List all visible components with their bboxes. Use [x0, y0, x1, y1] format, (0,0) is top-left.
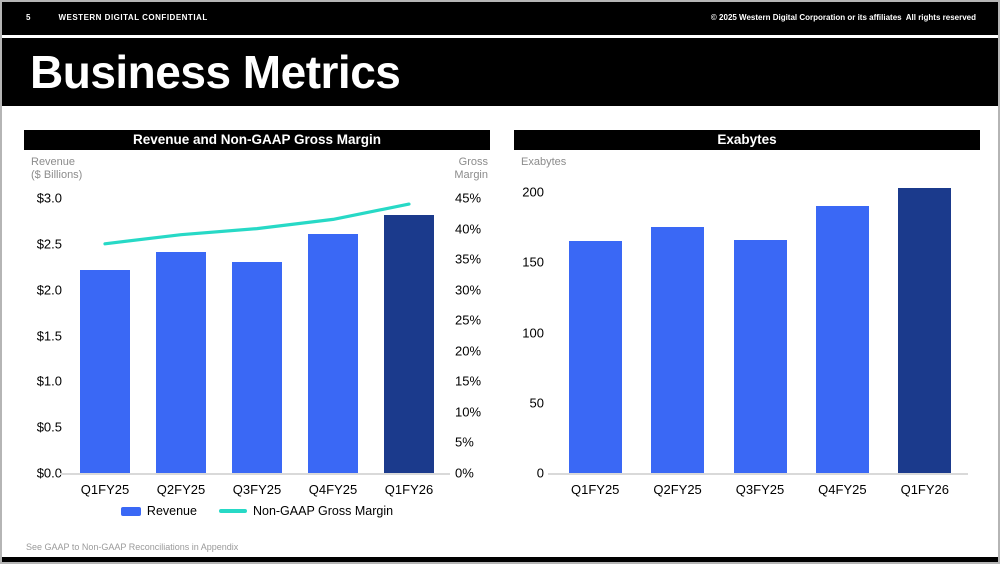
gaap-footnote: See GAAP to Non-GAAP Reconciliations in …	[26, 542, 239, 552]
exabytes-y-axis: 200 150 100 50 0	[514, 185, 544, 481]
axis-tick-label: $2.0	[36, 282, 62, 298]
x-axis-label: Q1FY26	[384, 482, 434, 497]
top-bar: 5 WESTERN DIGITAL CONFIDENTIAL © 2025 We…	[2, 2, 998, 35]
gross-margin-y-axis: 45% 40% 35% 30% 25% 20% 15% 10% 5% 0%	[455, 191, 490, 481]
gross-margin-line	[103, 202, 411, 246]
axis-tick-label: 150	[522, 254, 544, 270]
axis-tick-label: 0	[536, 465, 544, 481]
axis-tick-label: 40%	[455, 221, 482, 237]
bar	[568, 241, 622, 473]
axis-tick-label: 0%	[455, 465, 474, 481]
axis-tick-label: 35%	[455, 251, 482, 267]
axis-tick-label: 25%	[455, 312, 482, 328]
axis-tick-label: 5%	[455, 434, 474, 450]
axis-tick-label: 15%	[455, 373, 482, 389]
x-axis-label: Q1FY25	[80, 482, 130, 497]
legend-label: Non-GAAP Gross Margin	[252, 504, 394, 518]
revenue-x-axis: Q1FY25 Q2FY25 Q3FY25 Q4FY25 Q1FY26	[67, 482, 447, 498]
title-band: Business Metrics	[2, 38, 998, 106]
x-axis-label: Q4FY25	[818, 482, 867, 497]
legend-item: Revenue	[120, 504, 197, 518]
exabytes-axis-caption: Exabytes	[521, 156, 567, 168]
bar-highlight	[898, 187, 952, 473]
axis-tick-label: $0.5	[36, 419, 62, 435]
x-axis-label: Q1FY26	[900, 482, 949, 497]
exabytes-plot-area	[554, 187, 966, 473]
copyright-text: © 2025 Western Digital Corporation or it…	[710, 13, 976, 22]
revenue-margin-chart: Revenue and Non-GAAP Gross Margin Revenu…	[24, 130, 490, 530]
axis-tick-label: $2.5	[36, 236, 62, 252]
bar	[232, 262, 282, 473]
x-axis-line	[548, 473, 968, 475]
exabytes-chart: Exabytes Exabytes 200 150 100 50 0 Q1FY25 Q2F…	[514, 130, 980, 530]
x-axis-label: Q1FY25	[570, 482, 620, 497]
chart-legend: Revenue Non-GAAP Gross Margin	[24, 504, 490, 518]
chart-title-exabytes: Exabytes	[514, 130, 980, 150]
axis-tick-label: 10%	[455, 404, 482, 420]
bar	[733, 239, 787, 473]
axis-tick-label: 200	[522, 184, 544, 200]
axis-tick-label: 50	[529, 395, 544, 411]
x-axis-label: Q2FY25	[653, 482, 702, 497]
bottom-bar	[2, 557, 998, 562]
legend-item: Non-GAAP Gross Margin	[218, 504, 394, 518]
x-axis-label: Q3FY25	[735, 482, 785, 497]
left-axis-caption: Revenue ($ Billions)	[31, 156, 83, 181]
right-axis-caption: Gross Margin	[454, 156, 488, 181]
axis-tick-label: 45%	[455, 190, 482, 206]
axis-tick-label: 30%	[455, 282, 482, 298]
legend-line-swatch	[218, 509, 247, 513]
axis-tick-label: $0.0	[36, 465, 62, 481]
revenue-y-axis: $3.0 $2.5 $2.0 $1.5 $1.0 $0.5 $0.0	[24, 191, 62, 481]
x-axis-label: Q3FY25	[232, 482, 282, 497]
bar	[80, 269, 130, 473]
page-number: 5	[26, 13, 31, 22]
axis-tick-label: $1.5	[36, 328, 62, 343]
bar-highlight	[384, 214, 434, 473]
legend-bar-swatch	[120, 506, 141, 516]
x-axis-label: Q2FY25	[156, 482, 206, 497]
chart-title-revenue-margin: Revenue and Non-GAAP Gross Margin	[24, 130, 490, 150]
slide-title: Business Metrics	[30, 46, 401, 98]
bar	[815, 206, 869, 473]
axis-tick-label: 100	[522, 325, 544, 340]
axis-tick-label: 20%	[455, 343, 482, 359]
legend-label: Revenue	[146, 504, 197, 518]
exabytes-x-axis: Q1FY25 Q2FY25 Q3FY25 Q4FY25 Q1FY26	[554, 482, 966, 498]
bar	[651, 227, 705, 473]
x-axis-line	[60, 473, 450, 475]
x-axis-label: Q4FY25	[308, 482, 358, 497]
bar	[308, 233, 358, 473]
bar	[156, 252, 206, 473]
confidential-label: WESTERN DIGITAL CONFIDENTIAL	[58, 13, 208, 22]
axis-tick-label: $3.0	[36, 190, 62, 206]
axis-tick-label: $1.0	[36, 373, 62, 389]
revenue-plot-area	[67, 198, 447, 473]
